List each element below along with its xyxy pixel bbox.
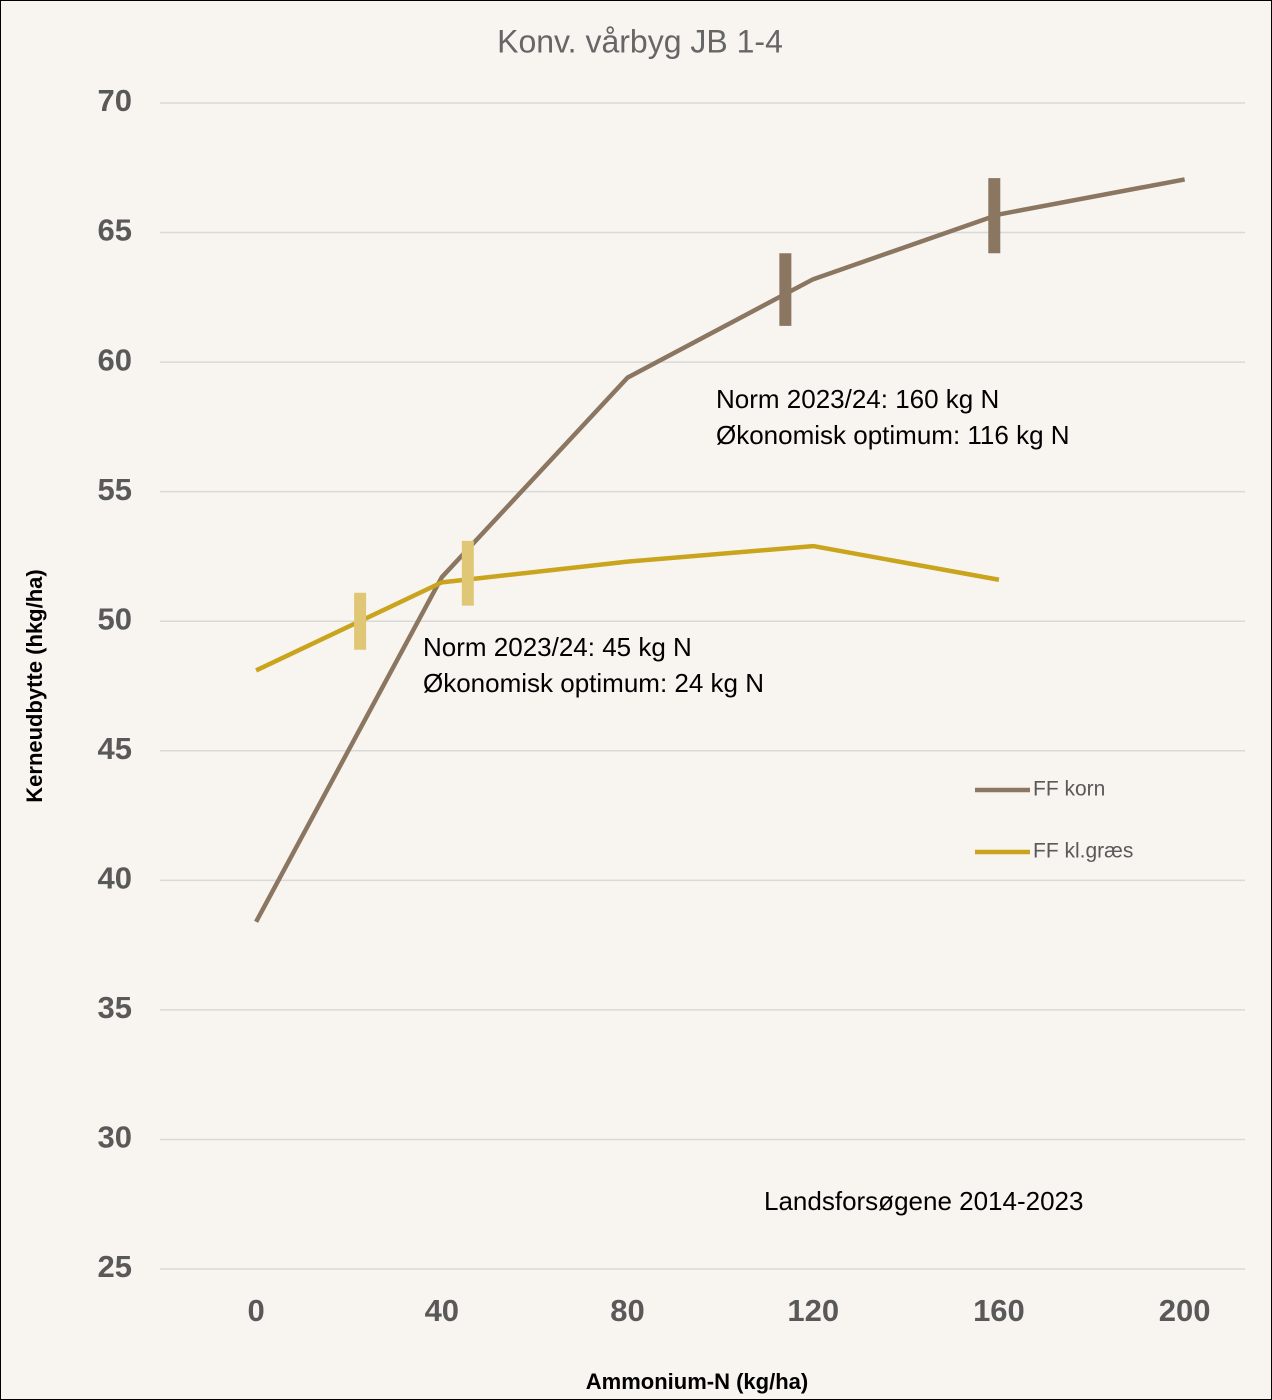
annotation: Norm 2023/24: 160 kg N: [716, 384, 999, 414]
annotation: Norm 2023/24: 45 kg N: [423, 632, 692, 662]
y-axis-label: Kerneudbytte (hkg/ha): [22, 569, 47, 802]
y-tick-label: 25: [98, 1249, 132, 1284]
x-tick-label: 0: [247, 1293, 264, 1328]
data-line: [255, 543, 1000, 673]
x-tick-label: 160: [973, 1293, 1025, 1328]
y-tick-label: 50: [98, 601, 132, 636]
y-tick-label: 45: [98, 731, 132, 766]
legend-label: FF korn: [1033, 778, 1105, 801]
y-tick-label: 30: [98, 1120, 132, 1155]
y-tick-label: 65: [98, 213, 132, 248]
annotation: Landsforsøgene 2014-2023: [764, 1186, 1083, 1216]
y-tick-label: 60: [98, 342, 132, 377]
annotation: Økonomisk optimum: 24 kg N: [423, 668, 764, 698]
y-tick-label: 70: [98, 83, 132, 118]
y-tick-label: 55: [98, 472, 132, 507]
data-line: [254, 177, 1186, 923]
x-tick-label: 200: [1159, 1293, 1211, 1328]
chart-title: Konv. vårbyg JB 1-4: [497, 23, 783, 59]
x-tick-label: 40: [425, 1293, 459, 1328]
legend-label: FF kl.græs: [1033, 840, 1133, 863]
x-tick-label: 80: [610, 1293, 644, 1328]
annotation: Økonomisk optimum: 116 kg N: [716, 420, 1070, 450]
x-axis-label: Ammonium-N (kg/ha): [586, 1369, 808, 1394]
x-tick-label: 120: [787, 1293, 839, 1328]
y-tick-label: 40: [98, 861, 132, 896]
y-tick-label: 35: [98, 990, 132, 1025]
